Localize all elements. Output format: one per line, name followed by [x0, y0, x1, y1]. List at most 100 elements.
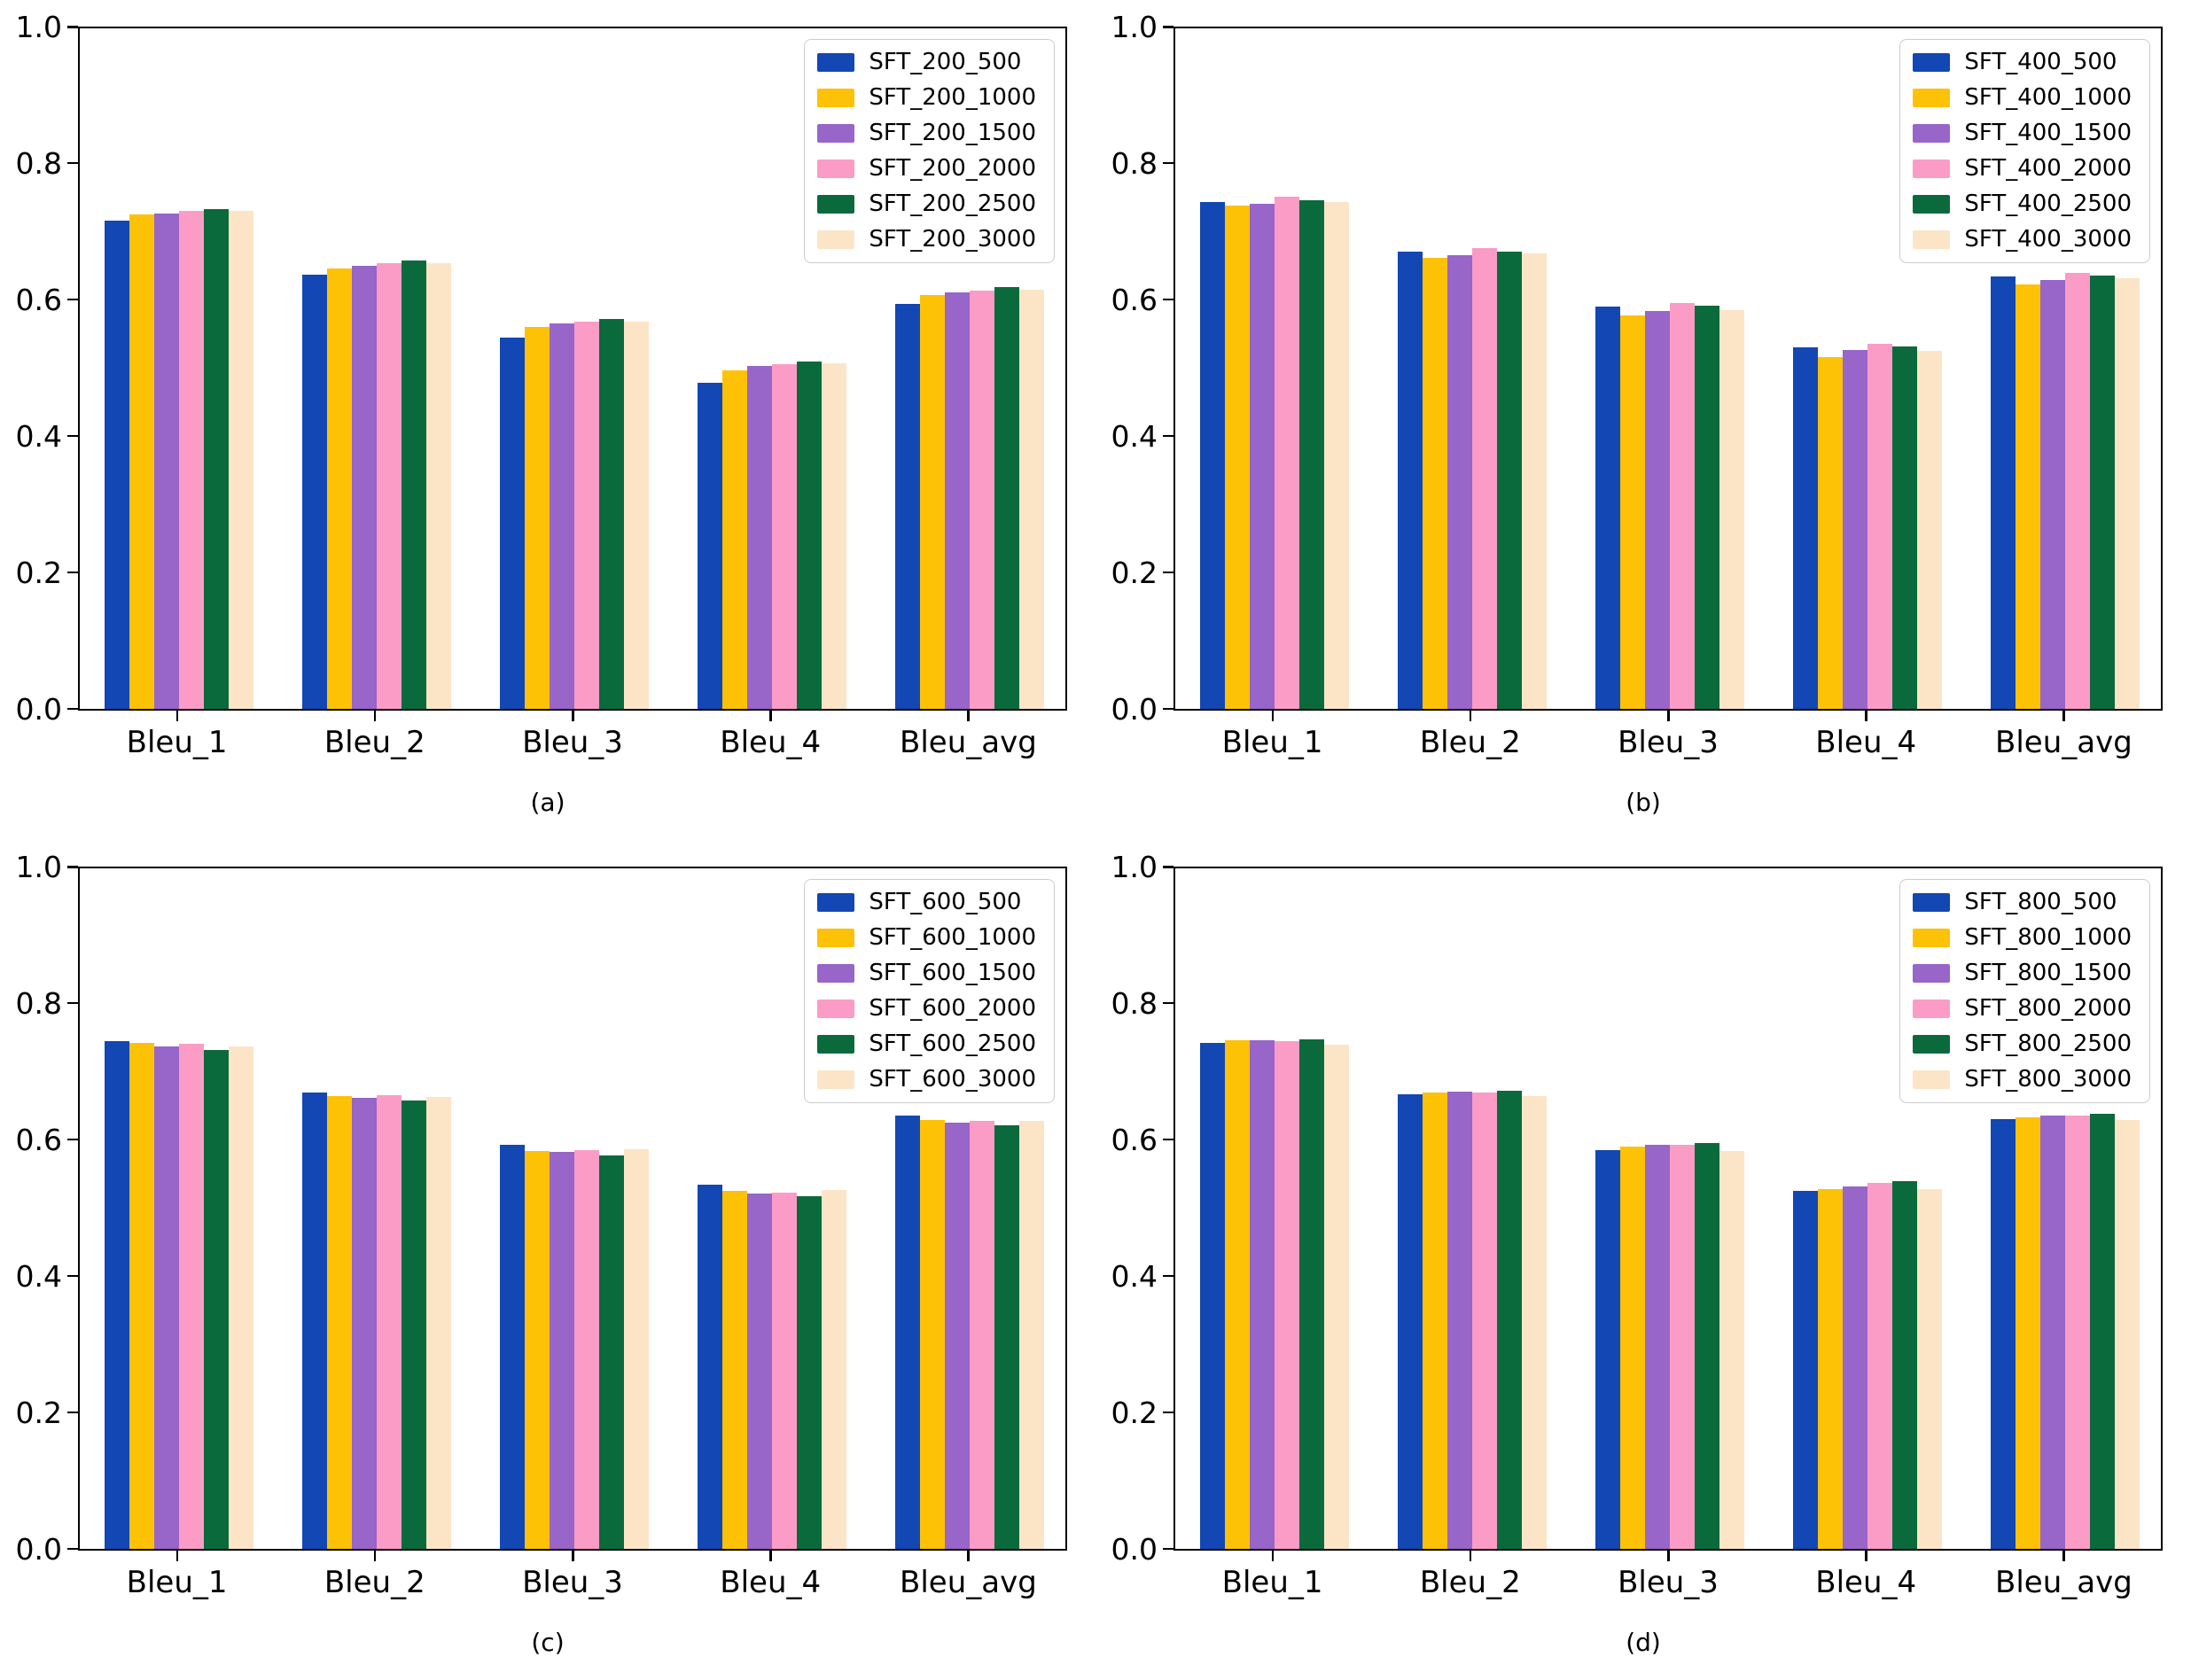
y-tick-mark [67, 571, 78, 574]
legend: SFT_200_500 SFT_200_1000 SFT_200_1500 SFT_2… [804, 39, 1055, 263]
subplot-d: SFT_800_500 SFT_800_1000 SFT_800_1500 SFT_8… [1096, 840, 2191, 1680]
bar-SFT_400_3000-Bleu_3 [1719, 309, 1744, 709]
y-tick-mark [1163, 161, 1173, 165]
bar-SFT_400_1500-Bleu_2 [1446, 254, 1472, 709]
legend-swatch-icon [1913, 1035, 1951, 1054]
legend-row: SFT_400_2000 [1913, 157, 2132, 181]
bar-SFT_400_3000-Bleu_1 [1323, 201, 1349, 709]
y-tick-mark [1163, 866, 1173, 868]
bar-SFT_400_1500-Bleu_3 [1645, 310, 1670, 709]
x-tick-label-Bleu_2: Bleu_2 [324, 725, 425, 760]
legend-label: SFT_600_500 [869, 889, 1022, 915]
bar-SFT_800_1000-Bleu_1 [1224, 1039, 1250, 1549]
y-tick-mark [67, 434, 78, 438]
bar-SFT_800_500-Bleu_avg [1991, 1119, 2016, 1549]
bar-SFT_600_2500-Bleu_1 [203, 1049, 229, 1549]
y-tick-mark [67, 866, 78, 868]
bar-SFT_800_2500-Bleu_4 [1892, 1181, 1918, 1549]
y-tick-label: 0.6 [15, 1122, 62, 1157]
legend-label: SFT_200_1000 [869, 84, 1036, 111]
bar-SFT_200_3000-Bleu_1 [228, 210, 253, 709]
y-tick-mark [1163, 26, 1173, 28]
bar-SFT_400_500-Bleu_3 [1595, 307, 1620, 709]
legend: SFT_600_500 SFT_600_1000 SFT_600_1500 SFT_6… [804, 879, 1055, 1103]
bar-SFT_600_500-Bleu_avg [895, 1116, 921, 1549]
x-tick-mark [769, 1551, 772, 1561]
bar-SFT_800_2000-Bleu_avg [2065, 1115, 2091, 1549]
legend-swatch-icon [817, 929, 855, 947]
legend-swatch-icon [1913, 89, 1951, 107]
bar-SFT_800_500-Bleu_4 [1793, 1191, 1819, 1549]
x-tick-mark [1271, 711, 1275, 721]
y-tick-mark [67, 298, 78, 301]
bar-SFT_600_1500-Bleu_1 [153, 1046, 179, 1549]
bar-SFT_600_1500-Bleu_avg [945, 1123, 971, 1549]
bar-SFT_400_3000-Bleu_4 [1917, 351, 1943, 709]
y-tick-label: 0.2 [15, 555, 62, 590]
bar-SFT_200_2000-Bleu_1 [178, 211, 204, 709]
legend-row: SFT_200_500 [817, 51, 1036, 74]
bar-SFT_600_2500-Bleu_avg [994, 1125, 1020, 1549]
bar-SFT_600_3000-Bleu_1 [228, 1046, 253, 1549]
legend-swatch-icon [817, 53, 855, 72]
bar-SFT_800_1500-Bleu_4 [1843, 1186, 1868, 1549]
legend-row: SFT_800_1000 [1913, 926, 2132, 950]
bar-SFT_200_3000-Bleu_avg [1019, 289, 1045, 709]
y-tick-label: 0.4 [1111, 1258, 1158, 1294]
legend-row: SFT_200_1000 [817, 86, 1036, 110]
legend-swatch-icon [1913, 124, 1951, 143]
x-tick-mark [2062, 711, 2065, 721]
x-tick-label-Bleu_avg: Bleu_avg [900, 725, 1037, 760]
y-tick-label: 1.0 [1111, 850, 1158, 884]
bar-SFT_800_500-Bleu_2 [1397, 1093, 1423, 1549]
x-tick-label-Bleu_3: Bleu_3 [1618, 725, 1719, 760]
bar-SFT_800_2500-Bleu_1 [1298, 1039, 1324, 1549]
y-tick-mark [67, 1138, 78, 1141]
legend-label: SFT_400_2000 [1964, 155, 2132, 182]
bar-SFT_200_500-Bleu_4 [698, 383, 723, 709]
bar-SFT_600_3000-Bleu_3 [624, 1149, 649, 1549]
x-tick-mark [1865, 711, 1867, 721]
y-tick-mark [67, 707, 78, 710]
y-tick-mark [1163, 707, 1173, 710]
bar-SFT_600_3000-Bleu_2 [425, 1096, 451, 1549]
bar-SFT_400_2500-Bleu_1 [1298, 199, 1324, 709]
y-tick-label: 1.0 [15, 850, 62, 884]
bar-SFT_400_2000-Bleu_avg [2065, 272, 2091, 709]
bar-SFT_600_2000-Bleu_2 [376, 1095, 402, 1549]
bar-SFT_600_1000-Bleu_1 [129, 1043, 154, 1549]
bar-SFT_600_1500-Bleu_2 [351, 1098, 377, 1549]
bar-SFT_800_1500-Bleu_3 [1645, 1145, 1670, 1549]
legend-label: SFT_800_500 [1964, 889, 2117, 915]
y-tick-label: 0.4 [15, 418, 62, 454]
bar-SFT_400_2000-Bleu_1 [1274, 197, 1299, 709]
bar-SFT_400_500-Bleu_2 [1397, 252, 1423, 709]
legend-label: SFT_800_1000 [1964, 924, 2132, 951]
bar-SFT_200_500-Bleu_2 [301, 274, 327, 709]
y-tick-mark [1163, 1274, 1173, 1278]
bar-SFT_800_2000-Bleu_1 [1274, 1040, 1299, 1549]
x-tick-label-Bleu_1: Bleu_1 [126, 1565, 228, 1600]
x-tick-label-Bleu_4: Bleu_4 [1815, 725, 1917, 760]
subplot-caption: (c) [531, 1628, 565, 1657]
x-tick-label-Bleu_4: Bleu_4 [720, 725, 822, 760]
bar-SFT_200_2000-Bleu_3 [574, 321, 599, 709]
y-tick-label: 0.8 [15, 985, 62, 1021]
bar-SFT_600_2000-Bleu_4 [772, 1193, 798, 1549]
y-tick-mark [67, 1001, 78, 1005]
legend-row: SFT_400_1000 [1913, 86, 2132, 110]
legend-row: SFT_400_1500 [1913, 121, 2132, 145]
legend-swatch-icon [817, 89, 855, 107]
bar-SFT_200_2500-Bleu_1 [203, 208, 229, 709]
legend-swatch-icon [817, 1070, 855, 1089]
bar-SFT_400_1500-Bleu_1 [1249, 203, 1275, 709]
legend-label: SFT_200_2000 [869, 155, 1036, 182]
bar-SFT_200_3000-Bleu_3 [624, 321, 649, 709]
legend-row: SFT_400_3000 [1913, 228, 2132, 252]
x-tick-mark [967, 1551, 970, 1561]
x-tick-label-Bleu_1: Bleu_1 [126, 725, 228, 760]
legend-label: SFT_600_2500 [869, 1031, 1036, 1057]
x-tick-mark [769, 711, 772, 721]
bar-SFT_200_2000-Bleu_avg [970, 290, 995, 709]
bar-SFT_800_500-Bleu_1 [1199, 1043, 1225, 1549]
